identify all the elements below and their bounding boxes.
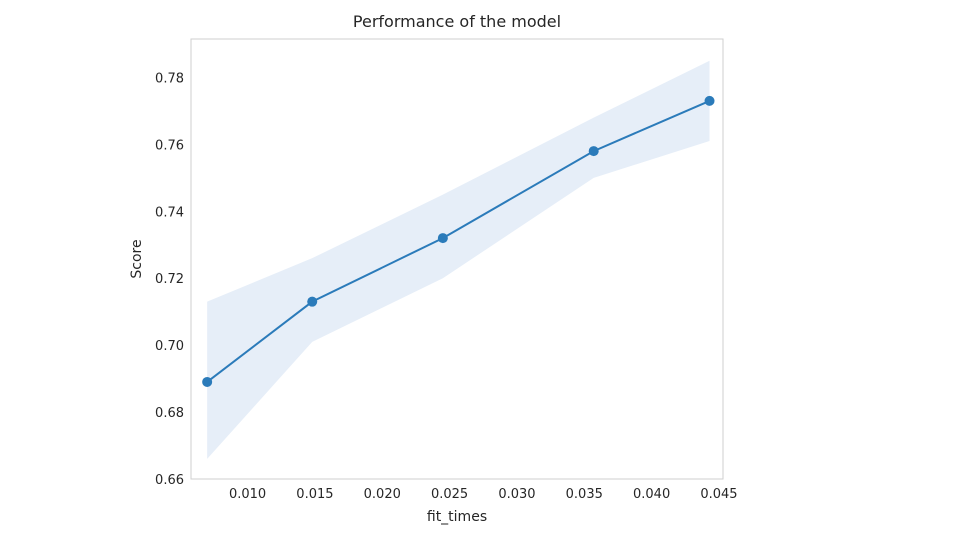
y-axis-label: Score	[129, 239, 145, 278]
confidence-band	[207, 60, 710, 459]
x-tick-label: 0.035	[566, 487, 603, 502]
x-axis-label: fit_times	[427, 509, 487, 525]
data-point	[202, 376, 213, 387]
data-point	[588, 146, 599, 157]
x-tick-label: 0.040	[633, 487, 670, 502]
data-point	[437, 233, 448, 244]
x-ticks: 0.010 0.015 0.020 0.025 0.030 0.035 0.040 0.045	[229, 487, 738, 502]
chart-title: Performance of the model	[353, 12, 561, 31]
y-tick-label: 0.70	[155, 339, 184, 354]
x-tick-label: 0.025	[431, 487, 468, 502]
x-tick-label: 0.015	[296, 487, 333, 502]
confidence-band-layer	[207, 60, 710, 459]
x-tick-label: 0.045	[700, 487, 737, 502]
y-tick-label: 0.76	[155, 138, 184, 153]
data-point	[704, 95, 715, 106]
x-tick-label: 0.020	[364, 487, 401, 502]
x-tick-label: 0.030	[498, 487, 535, 502]
y-tick-label: 0.66	[155, 473, 184, 488]
y-ticks: 0.66 0.68 0.70 0.72 0.74 0.76 0.78	[155, 71, 184, 488]
y-tick-label: 0.78	[155, 71, 184, 86]
x-tick-label: 0.010	[229, 487, 266, 502]
y-tick-label: 0.72	[155, 272, 184, 287]
y-tick-label: 0.74	[155, 205, 184, 220]
y-tick-label: 0.68	[155, 406, 184, 421]
series-points-layer	[202, 95, 715, 387]
data-point	[307, 296, 318, 307]
